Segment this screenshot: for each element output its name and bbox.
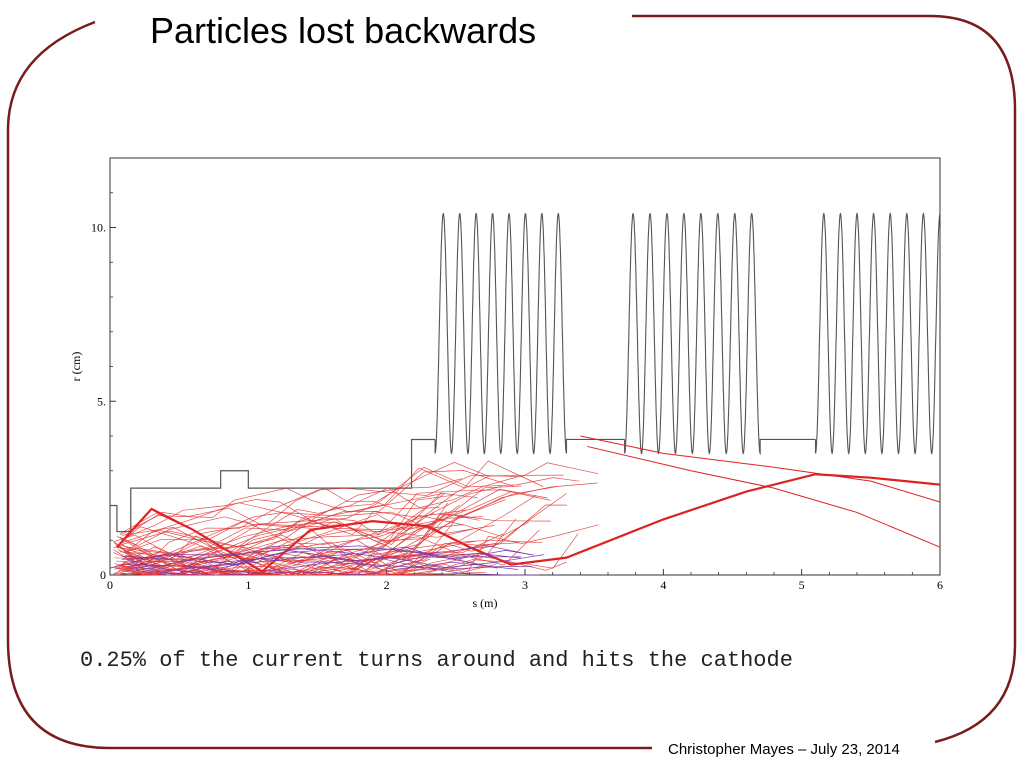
trajectory-line — [587, 445, 941, 548]
x-tick-label: 1 — [245, 578, 251, 592]
trajectory-line — [114, 504, 461, 575]
trajectory-line — [113, 462, 599, 566]
trajectory-line — [114, 528, 473, 561]
main-trajectory-line — [116, 473, 941, 573]
boundary-line — [110, 438, 436, 533]
trajectory-line — [119, 488, 548, 559]
x-tick-label: 3 — [522, 578, 528, 592]
trajectory-line — [116, 504, 568, 576]
frame-right-arc — [632, 14, 1017, 744]
x-axis-label: s (m) — [473, 596, 498, 610]
trajectory-line — [124, 485, 522, 554]
x-tick-label: 0 — [107, 578, 113, 592]
x-tick-label: 4 — [660, 578, 666, 592]
cavity-wall-line — [434, 212, 941, 456]
y-tick-label: 5. — [97, 394, 106, 408]
y-tick-label: 0 — [100, 568, 106, 582]
trajectory-line — [119, 487, 440, 535]
trajectory-chart: 0 1 2 3 4 5 6 0 5. 10. s (m) r (cm) — [69, 157, 943, 610]
trajectory-line — [128, 554, 544, 575]
y-tick-label: 10. — [91, 221, 106, 235]
trajectory-line — [120, 487, 445, 536]
trajectory-line — [134, 557, 540, 576]
trajectory-line — [112, 489, 551, 561]
frame-left-arc — [6, 20, 652, 750]
x-tick-label: 6 — [937, 578, 943, 592]
trajectory-line — [131, 546, 521, 572]
trajectory-line — [124, 539, 543, 570]
y-axis-label: r (cm) — [69, 352, 83, 382]
slide-footer: Christopher Mayes – July 23, 2014 — [668, 741, 900, 758]
trajectory-line — [122, 490, 513, 540]
plot-area: 0 1 2 3 4 5 6 0 5. 10. s (m) r (cm) — [69, 157, 943, 610]
trajectory-line — [127, 548, 522, 573]
trajectory-line — [135, 561, 519, 576]
trajectory-line — [116, 466, 580, 546]
x-tick-label: 5 — [799, 578, 805, 592]
trajectory-line — [124, 502, 448, 576]
trajectory-line — [122, 545, 530, 561]
slide-caption: 0.25% of the current turns around and hi… — [80, 648, 793, 673]
slide-title: Particles lost backwards — [150, 10, 537, 51]
trajectory-line — [120, 470, 514, 557]
trajectory-line — [123, 550, 535, 568]
trajectory-line — [580, 435, 941, 503]
x-tick-label: 2 — [384, 578, 390, 592]
trajectory-line — [131, 546, 533, 570]
